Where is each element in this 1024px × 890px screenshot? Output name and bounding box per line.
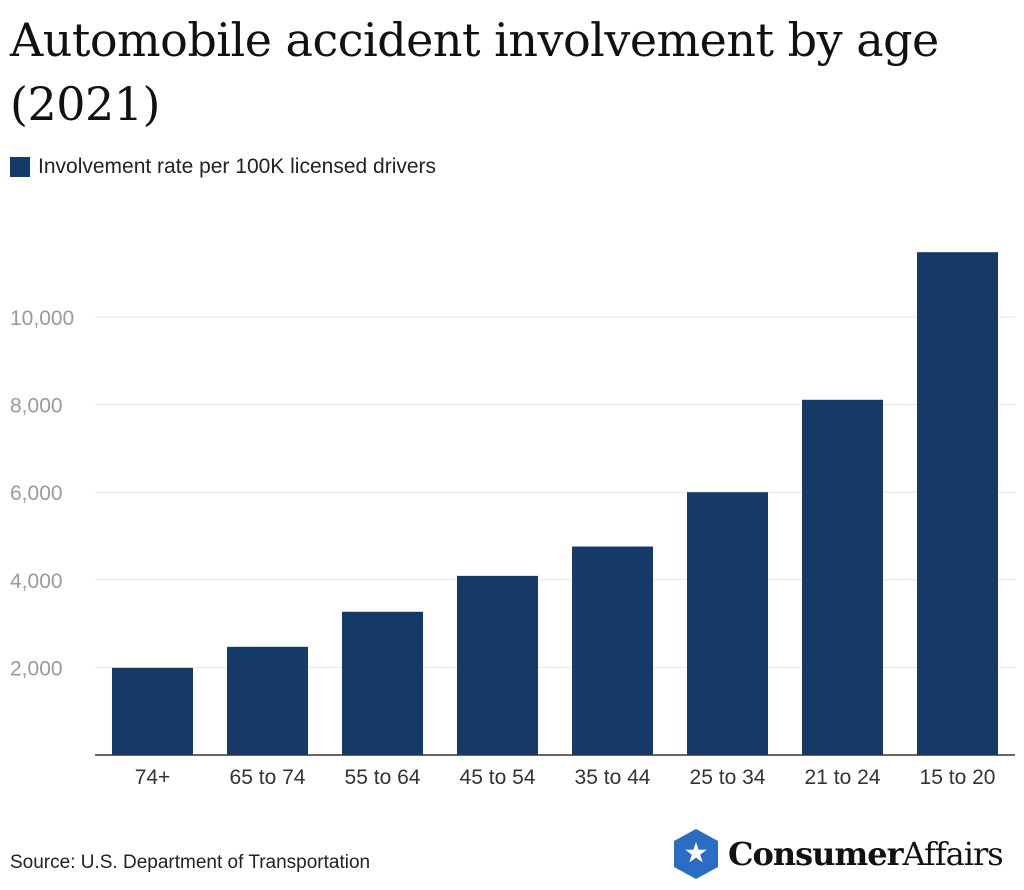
bars — [112, 252, 998, 755]
legend-swatch — [10, 157, 30, 177]
legend: Involvement rate per 100K licensed drive… — [10, 153, 436, 181]
star-hexagon-icon — [674, 829, 718, 879]
bar — [227, 646, 308, 755]
bar — [687, 492, 768, 755]
y-axis-ticks: 2,000 4,000 6,000 8,000 10,000 — [10, 307, 74, 680]
x-tick-label: 55 to 64 — [345, 766, 421, 789]
x-axis-labels: 74+ 65 to 74 55 to 64 45 to 54 35 to 44 25 to… — [135, 766, 996, 789]
bar — [802, 399, 883, 755]
chart-title: Automobile accident involvement by age (… — [10, 13, 939, 131]
x-tick-label: 74+ — [135, 766, 171, 789]
bar-chart: 2,000 4,000 6,000 8,000 10,000 74+ 65 to 74 55… — [10, 252, 1015, 789]
y-tick-label: 8,000 — [10, 395, 63, 418]
y-tick-label: 6,000 — [10, 482, 63, 505]
y-tick-label: 4,000 — [10, 570, 63, 593]
bar — [917, 252, 998, 755]
brand-wordmark: ConsumerAffairs — [728, 835, 1004, 873]
x-tick-label: 25 to 34 — [690, 766, 766, 789]
source-note: Source: U.S. Department of Transportatio… — [10, 852, 371, 873]
x-tick-label: 45 to 54 — [460, 766, 536, 789]
y-tick-label: 2,000 — [10, 657, 63, 680]
bar — [112, 667, 193, 755]
x-tick-label: 15 to 20 — [920, 766, 996, 789]
brand-logo: ConsumerAffairs — [672, 826, 1004, 882]
legend-label: Involvement rate per 100K licensed drive… — [38, 155, 437, 178]
bar — [457, 575, 538, 755]
x-tick-label: 65 to 74 — [230, 766, 306, 789]
bar — [572, 546, 653, 755]
x-tick-label: 21 to 24 — [805, 766, 881, 789]
x-tick-label: 35 to 44 — [575, 766, 651, 789]
y-tick-label: 10,000 — [10, 307, 74, 330]
bar — [342, 611, 423, 755]
